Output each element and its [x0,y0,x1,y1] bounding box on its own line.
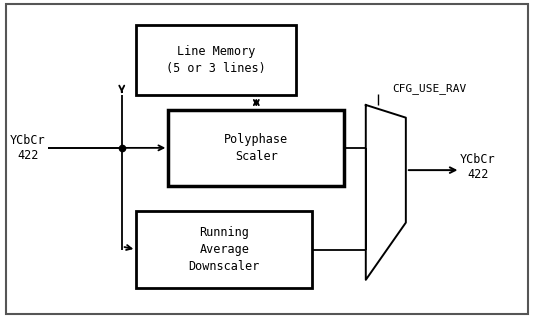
Text: YCbCr
422: YCbCr 422 [460,153,496,181]
Bar [136,25,296,95]
Text: Polyphase
Scaler: Polyphase Scaler [224,133,288,163]
Text: Line Memory
(5 or 3 lines): Line Memory (5 or 3 lines) [167,45,266,75]
Text: Running
Average
Downscaler: Running Average Downscaler [189,226,260,273]
Bar [168,110,344,186]
Text: CFG_USE_RAV: CFG_USE_RAV [392,83,467,94]
Bar [136,211,312,288]
Text: YCbCr
422: YCbCr 422 [10,134,45,162]
